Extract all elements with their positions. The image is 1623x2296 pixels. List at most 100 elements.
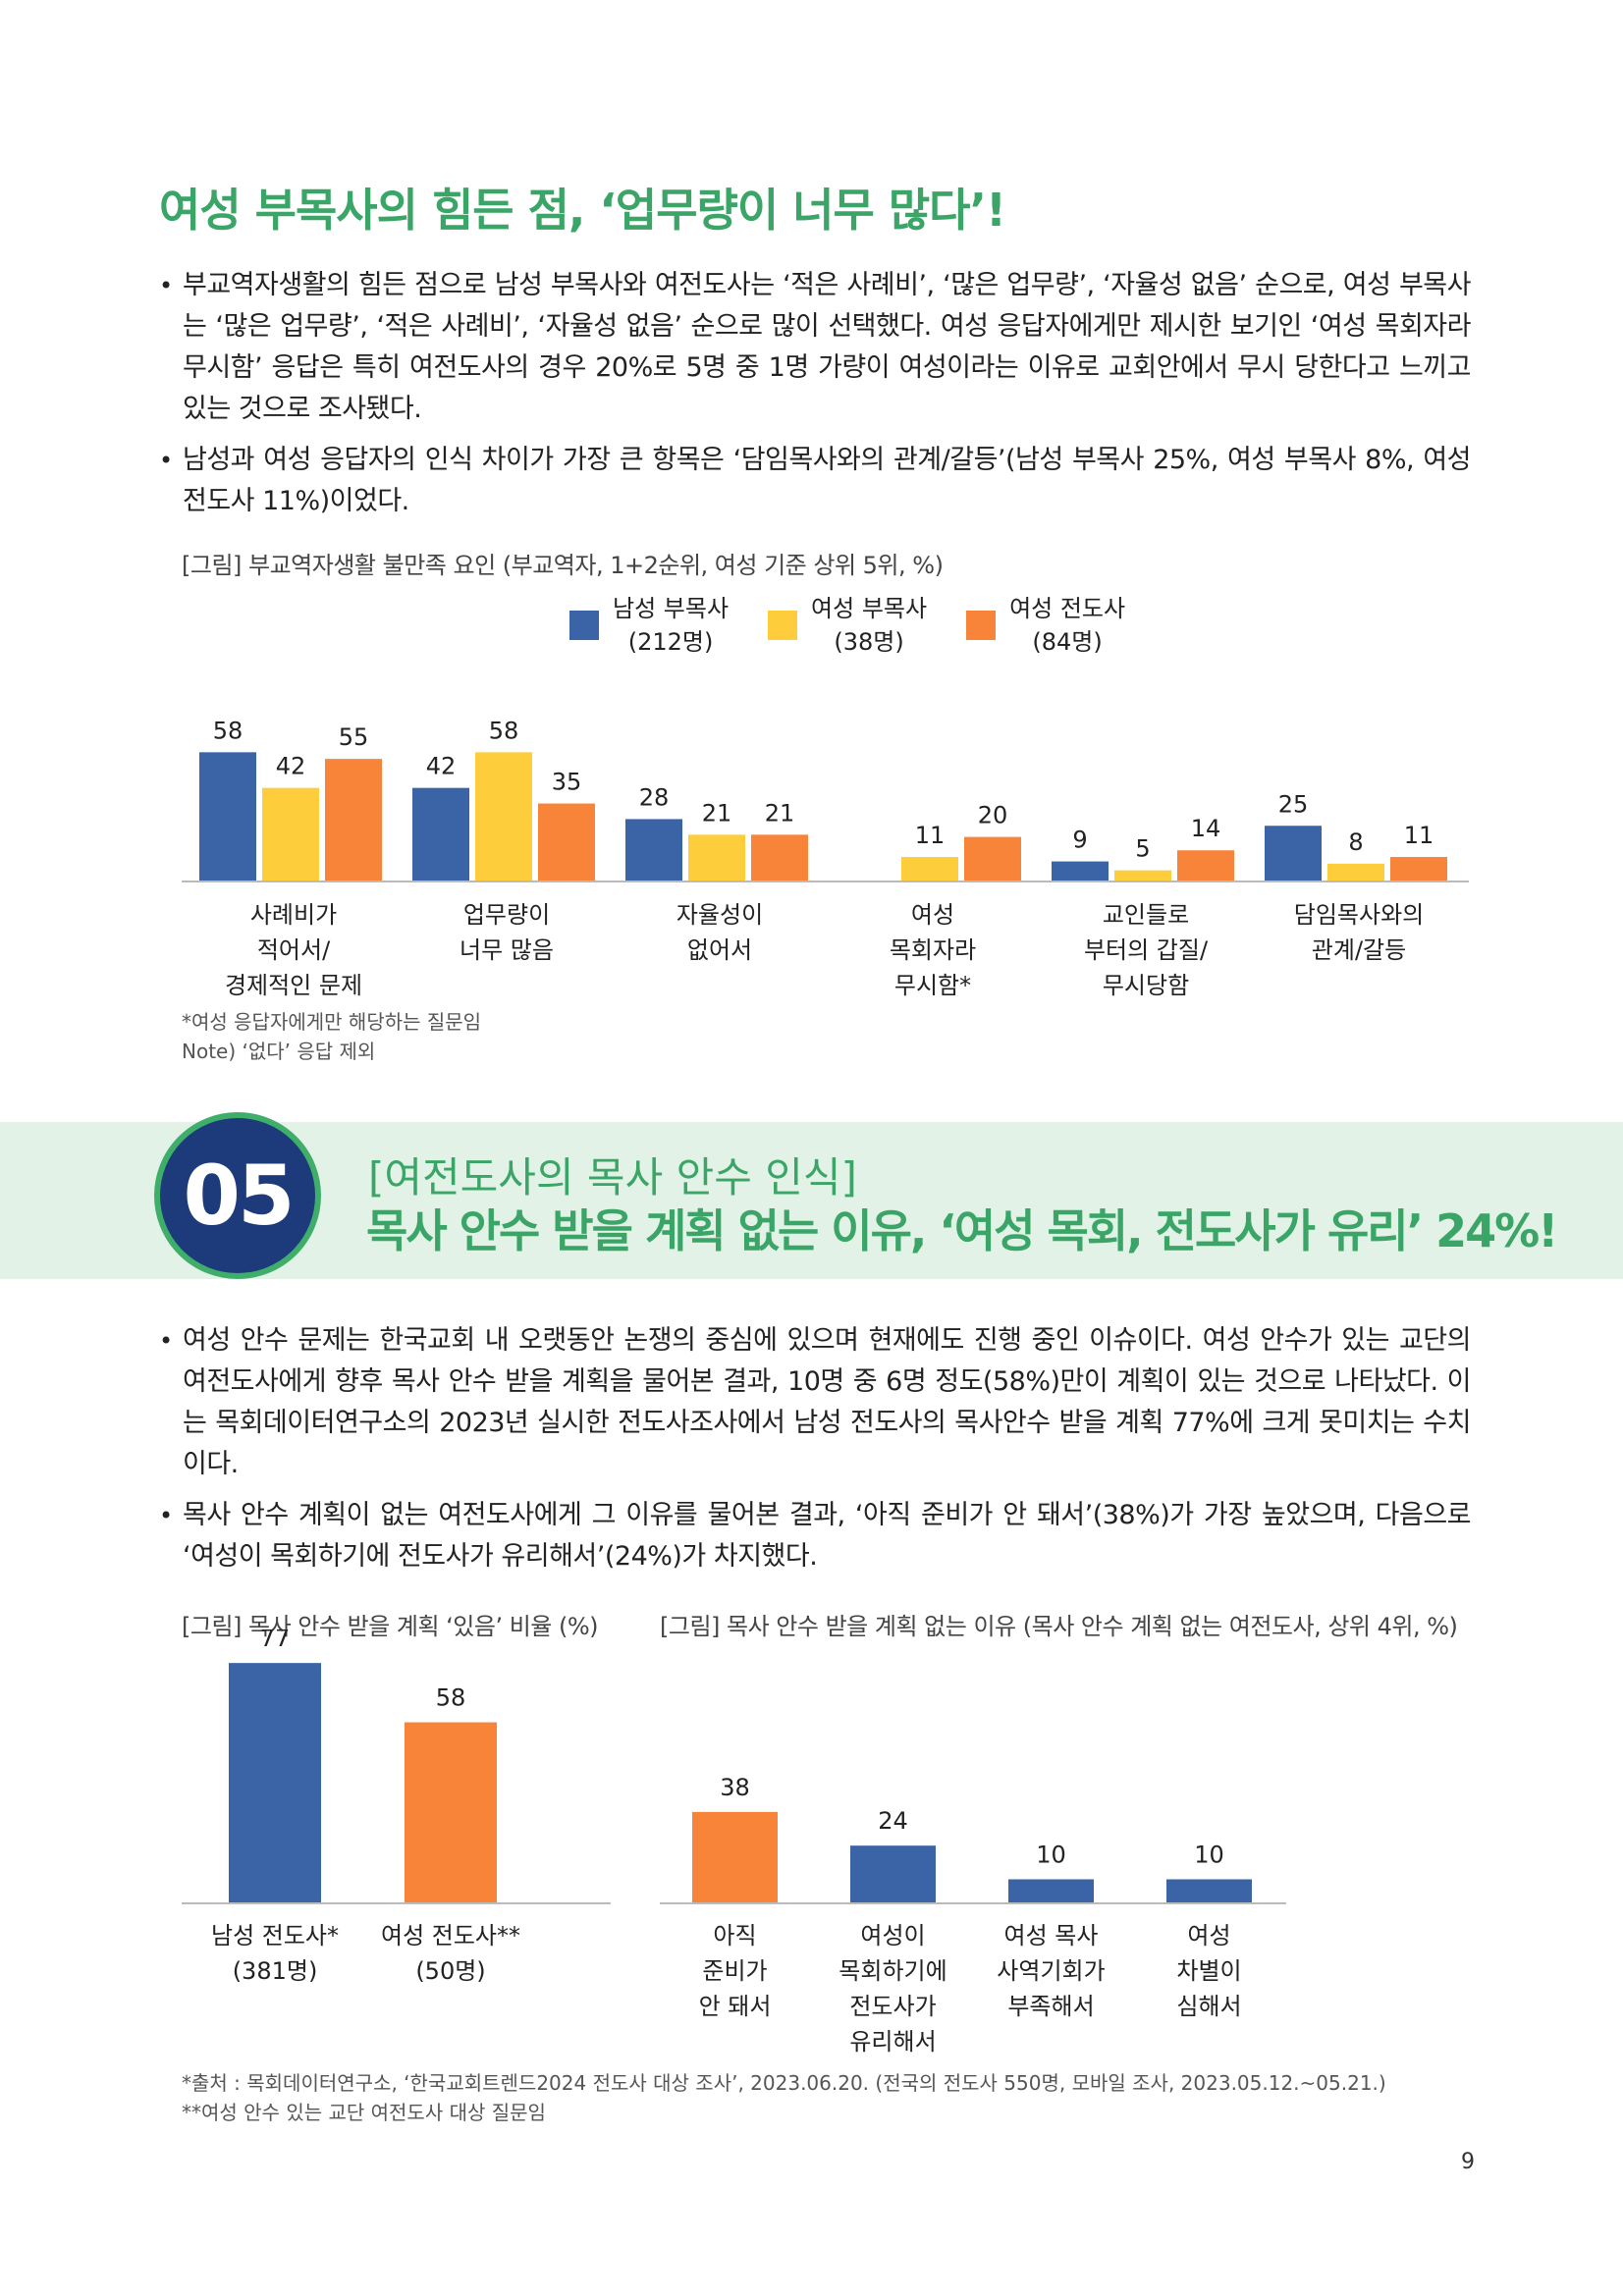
footnote-line: *출처 : 목회데이터연구소, ‘한국교회트렌드2024 전도사 대상 조사’,… [182,2071,1386,2095]
category-label: 목회자라 [890,936,976,964]
bullet-paragraph: 목사 안수 계획이 없는 여전도사에게 그 이유를 물어본 결과, ‘아직 준비… [159,1495,1472,1577]
bar [1265,826,1322,881]
legend-label: 남성 부목사 (212명) [613,595,730,656]
section-number-badge: 05 [154,1112,321,1279]
category-label: 안 돼서 [699,1993,772,2020]
category-label: (381명) [233,1957,318,1985]
category-label: 여성이 [860,1922,925,1949]
legend-swatch [768,611,798,640]
bar [1390,857,1447,881]
category-label: 없어서 [687,936,752,964]
figure-2-label: [그림] 목사 안수 받을 계획 ‘있음’ 비율 (%) [182,1613,599,1640]
category-label: 사역기회가 [997,1957,1105,1985]
data-label: 9 [1072,827,1087,854]
bar [1166,1879,1252,1903]
data-label: 10 [1194,1842,1224,1869]
category-label: 아직 [713,1922,756,1949]
category-label: 남성 전도사* [211,1922,339,1949]
legend-label: 여성 전도사 (84명) [1009,595,1126,656]
category-label: 여성 전도사** [381,1922,520,1949]
bar [262,787,319,881]
section-title: 목사 안수 받을 계획 없는 이유, ‘여성 목회, 전도사가 유리’ 24%! [366,1204,1558,1257]
data-label: 58 [489,717,519,744]
bar [229,1663,321,1903]
category-label: 유리해서 [849,2028,936,2056]
category-label: 무시함* [894,972,971,999]
legend-item: 여성 부목사 (38명) [768,592,927,659]
bar [1177,850,1234,881]
data-label: 14 [1191,815,1221,842]
bar [964,836,1021,881]
bar [538,803,595,881]
legend-swatch [569,611,599,640]
page-number: 9 [1461,2150,1475,2174]
figure-1-notes: *여성 응답자에게만 해당하는 질문임 Note) ‘없다’ 응답 제외 [182,1007,481,1066]
bar [901,857,958,881]
figure-3-label: [그림] 목사 안수 받을 계획 없는 이유 (목사 안수 계획 없는 여전도사… [660,1613,1458,1640]
footnote-line: **여성 안수 있는 교단 여전도사 대상 질문임 [182,2101,546,2124]
data-label: 20 [978,802,1008,829]
bar [199,752,256,881]
bottom-bullets: 여성 안수 문제는 한국교회 내 오랫동안 논쟁의 중심에 있으며 현재에도 진… [159,1320,1472,1587]
note-line: *여성 응답자에게만 해당하는 질문임 [182,1010,482,1034]
category-label: 자율성이 [676,901,763,929]
legend-label: 여성 부목사 (38명) [811,595,928,656]
category-label: 목회하기에 [839,1957,947,1985]
category-label: (50명) [415,1957,485,1985]
legend-item: 여성 전도사 (84명) [966,592,1125,659]
category-label: 담임목사와의 [1294,901,1424,929]
data-label: 21 [702,799,732,827]
category-label: 적어서/ [257,936,331,964]
category-label: 전도사가 [849,1993,936,2020]
data-label: 21 [765,799,795,827]
chart1-legend: 남성 부목사 (212명) 여성 부목사 (38명) 여성 전도사 (84명) [569,592,1125,659]
bar [1008,1879,1094,1903]
data-label: 11 [915,822,946,849]
data-label: 5 [1135,835,1150,863]
data-label: 77 [260,1629,291,1652]
figure-1-label: [그림] 부교역자생활 불만족 요인 (부교역자, 1+2순위, 여성 기준 상… [182,552,944,579]
bar [1052,861,1109,881]
category-label: 관계/갈등 [1312,936,1406,964]
data-label: 10 [1036,1842,1066,1869]
category-label: 너무 많음 [460,936,554,964]
footnotes: *출처 : 목회데이터연구소, ‘한국교회트렌드2024 전도사 대상 조사’,… [182,2068,1386,2127]
top-bullets: 부교역자생활의 힘든 점으로 남성 부목사와 여전도사는 ‘적은 사례비’, ‘… [159,265,1472,532]
category-label: 교인들로 [1103,901,1189,929]
category-label: 사례비가 [250,901,337,929]
category-label: 여성 목사 [1004,1922,1099,1949]
bar [850,1845,936,1903]
chart-ordination-plan-ratio: 77 남성 전도사* (381명) 58 여성 전도사** (50명) [182,1629,611,1985]
bar [405,1722,497,1903]
category-label: 업무량이 [463,901,550,929]
bar [412,787,469,881]
page-heading: 여성 부목사의 힘든 점, ‘업무량이 너무 많다’! [159,184,1006,237]
data-label: 38 [720,1774,750,1801]
data-label: 25 [1278,790,1309,818]
data-label: 58 [436,1684,466,1712]
note-line: Note) ‘없다’ 응답 제외 [182,1040,376,1063]
data-label: 42 [276,753,306,780]
category-label: 준비가 [702,1957,767,1985]
category-label: 여성 [911,901,954,929]
category-label: 심해서 [1176,1993,1241,2020]
bullet-paragraph: 남성과 여성 응답자의 인식 차이가 가장 큰 항목은 ‘담임목사와의 관계/갈… [159,440,1472,522]
category-label: 여성 [1187,1922,1230,1949]
category-label: 부족해서 [1007,1993,1094,2020]
category-label: 경제적인 문제 [225,972,362,999]
bar [325,759,382,881]
data-label: 42 [426,753,457,780]
category-label: 무시당함 [1103,972,1189,999]
bar [1327,863,1384,881]
bar [625,819,682,881]
legend-swatch [966,611,997,640]
bar [688,834,745,881]
category-label: 부터의 갑질/ [1084,936,1209,964]
bar [1114,870,1171,881]
data-label: 11 [1404,822,1434,849]
bullet-paragraph: 여성 안수 문제는 한국교회 내 오랫동안 논쟁의 중심에 있으며 현재에도 진… [159,1320,1472,1485]
category-label: 차별이 [1176,1957,1241,1985]
data-label: 55 [339,723,369,751]
